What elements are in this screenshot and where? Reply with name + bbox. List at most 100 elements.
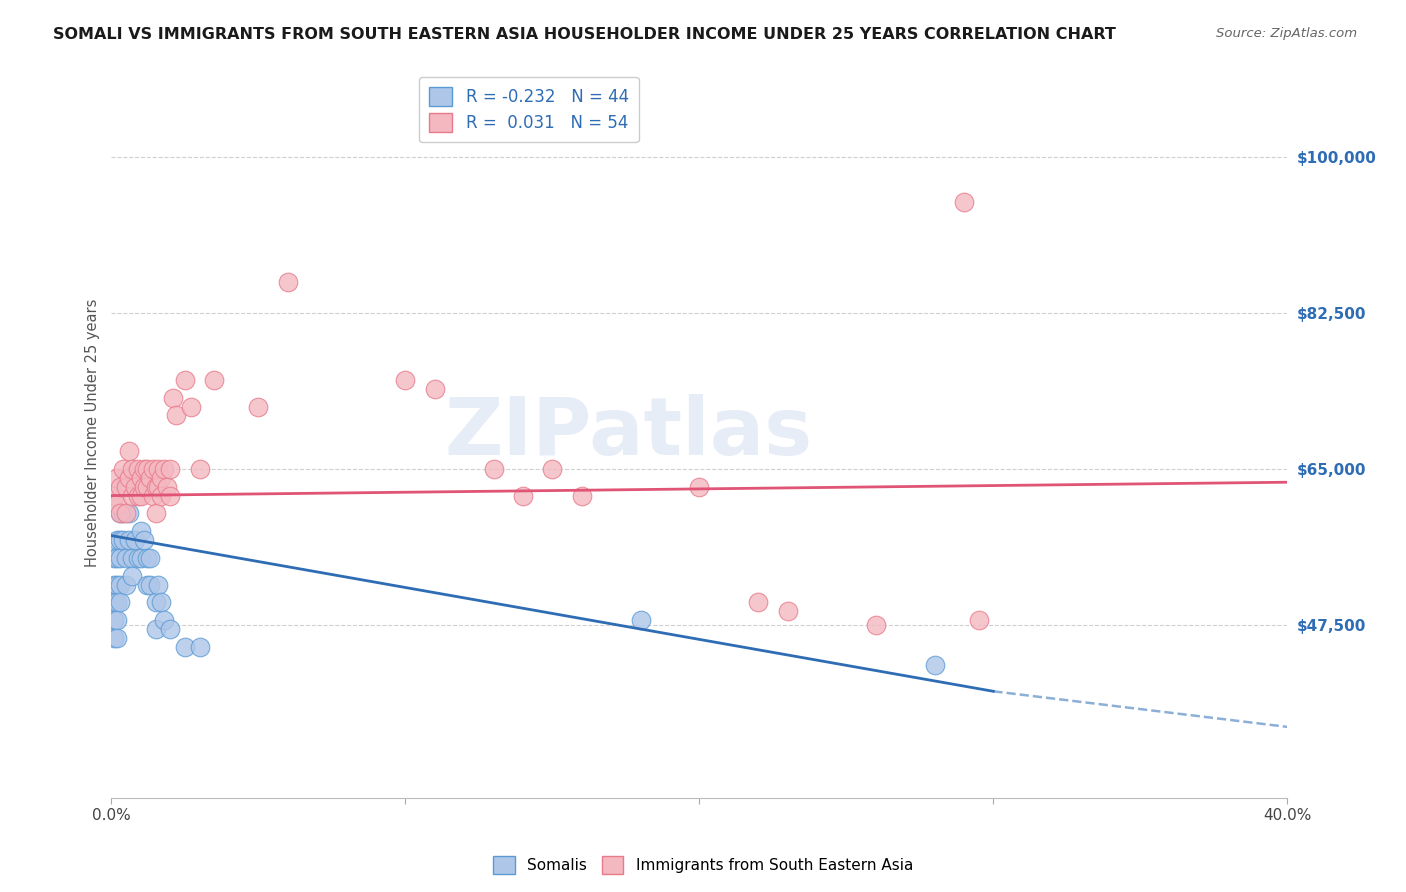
Point bbox=[150, 595, 173, 609]
Point bbox=[188, 462, 211, 476]
Point bbox=[688, 480, 710, 494]
Point bbox=[124, 480, 146, 494]
Point bbox=[129, 550, 152, 565]
Point bbox=[150, 471, 173, 485]
Point bbox=[127, 550, 149, 565]
Point bbox=[277, 275, 299, 289]
Point bbox=[118, 507, 141, 521]
Point bbox=[188, 640, 211, 654]
Point bbox=[121, 462, 143, 476]
Point bbox=[180, 400, 202, 414]
Point bbox=[159, 462, 181, 476]
Point bbox=[105, 533, 128, 547]
Point bbox=[129, 524, 152, 538]
Point bbox=[145, 622, 167, 636]
Point bbox=[630, 613, 652, 627]
Point bbox=[865, 617, 887, 632]
Point bbox=[103, 595, 125, 609]
Text: ZIPatlas: ZIPatlas bbox=[444, 394, 813, 472]
Point bbox=[110, 577, 132, 591]
Point bbox=[148, 462, 170, 476]
Legend: Somalis, Immigrants from South Eastern Asia: Somalis, Immigrants from South Eastern A… bbox=[486, 850, 920, 880]
Point bbox=[159, 489, 181, 503]
Point bbox=[129, 471, 152, 485]
Point bbox=[112, 533, 135, 547]
Point bbox=[105, 550, 128, 565]
Point bbox=[112, 507, 135, 521]
Point bbox=[153, 613, 176, 627]
Point bbox=[747, 595, 769, 609]
Point bbox=[121, 550, 143, 565]
Point bbox=[142, 462, 165, 476]
Point bbox=[118, 533, 141, 547]
Point bbox=[162, 391, 184, 405]
Point bbox=[953, 194, 976, 209]
Point bbox=[482, 462, 505, 476]
Point bbox=[105, 471, 128, 485]
Point bbox=[118, 444, 141, 458]
Point bbox=[148, 577, 170, 591]
Point bbox=[135, 462, 157, 476]
Point bbox=[394, 373, 416, 387]
Point bbox=[924, 657, 946, 672]
Point bbox=[110, 507, 132, 521]
Y-axis label: Householder Income Under 25 years: Householder Income Under 25 years bbox=[86, 299, 100, 567]
Point bbox=[103, 631, 125, 645]
Point bbox=[202, 373, 225, 387]
Point bbox=[110, 595, 132, 609]
Point bbox=[145, 480, 167, 494]
Point bbox=[138, 550, 160, 565]
Point bbox=[156, 480, 179, 494]
Point bbox=[148, 480, 170, 494]
Point bbox=[165, 409, 187, 423]
Point bbox=[115, 507, 138, 521]
Point bbox=[132, 480, 155, 494]
Point bbox=[776, 604, 799, 618]
Point bbox=[138, 577, 160, 591]
Point bbox=[105, 631, 128, 645]
Point bbox=[174, 373, 197, 387]
Point bbox=[512, 489, 534, 503]
Point bbox=[103, 489, 125, 503]
Point bbox=[121, 489, 143, 503]
Point bbox=[110, 480, 132, 494]
Point bbox=[121, 568, 143, 582]
Point bbox=[129, 489, 152, 503]
Point bbox=[138, 471, 160, 485]
Point bbox=[135, 577, 157, 591]
Point bbox=[174, 640, 197, 654]
Point bbox=[127, 489, 149, 503]
Text: Source: ZipAtlas.com: Source: ZipAtlas.com bbox=[1216, 27, 1357, 40]
Point bbox=[153, 462, 176, 476]
Point bbox=[132, 533, 155, 547]
Point bbox=[110, 507, 132, 521]
Text: SOMALI VS IMMIGRANTS FROM SOUTH EASTERN ASIA HOUSEHOLDER INCOME UNDER 25 YEARS C: SOMALI VS IMMIGRANTS FROM SOUTH EASTERN … bbox=[53, 27, 1116, 42]
Point bbox=[110, 533, 132, 547]
Point bbox=[967, 613, 990, 627]
Point bbox=[124, 533, 146, 547]
Point bbox=[127, 462, 149, 476]
Point bbox=[103, 613, 125, 627]
Point bbox=[132, 462, 155, 476]
Point bbox=[135, 550, 157, 565]
Point bbox=[571, 489, 593, 503]
Point bbox=[105, 613, 128, 627]
Point bbox=[145, 595, 167, 609]
Point bbox=[115, 550, 138, 565]
Point bbox=[423, 382, 446, 396]
Point bbox=[105, 577, 128, 591]
Point bbox=[110, 550, 132, 565]
Point bbox=[150, 489, 173, 503]
Point bbox=[115, 577, 138, 591]
Point bbox=[118, 471, 141, 485]
Point bbox=[247, 400, 270, 414]
Point bbox=[115, 480, 138, 494]
Legend: R = -0.232   N = 44, R =  0.031   N = 54: R = -0.232 N = 44, R = 0.031 N = 54 bbox=[419, 77, 638, 142]
Point bbox=[135, 480, 157, 494]
Point bbox=[112, 480, 135, 494]
Point bbox=[145, 507, 167, 521]
Point bbox=[103, 550, 125, 565]
Point bbox=[105, 595, 128, 609]
Point bbox=[103, 577, 125, 591]
Point bbox=[105, 498, 128, 512]
